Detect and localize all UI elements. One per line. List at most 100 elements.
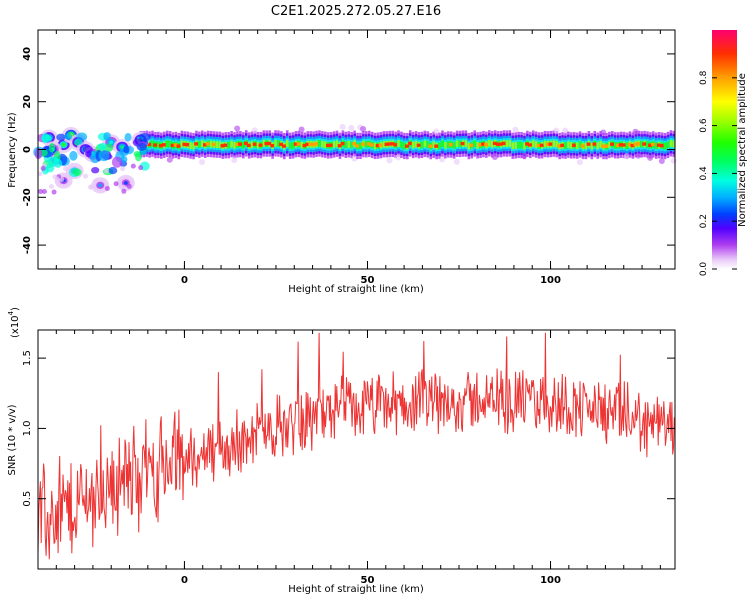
band-cell xyxy=(590,142,594,150)
y-tick-label: 0 xyxy=(22,146,33,153)
band-fringe-cell xyxy=(453,158,460,165)
band-fringe-cell xyxy=(491,154,498,161)
band-peak-cell xyxy=(258,143,264,147)
spectrogram-ticks: 0 50 100 -40 -20 0 20 40 xyxy=(22,30,675,286)
x-tick-label: 50 xyxy=(361,575,375,586)
early-blob xyxy=(123,181,128,185)
early-scatter xyxy=(98,142,107,150)
band-cell xyxy=(218,141,222,149)
early-faint xyxy=(48,184,54,190)
snr-series-line xyxy=(37,332,675,560)
early-blob xyxy=(98,183,103,188)
band-cell xyxy=(165,140,169,148)
band-peak-cell xyxy=(161,143,167,147)
x-tick-label: 50 xyxy=(361,275,375,286)
band-cell xyxy=(452,142,456,149)
early-faint xyxy=(40,165,46,171)
band-cell xyxy=(256,141,260,149)
early-faint xyxy=(113,181,119,187)
band-cell xyxy=(400,141,403,149)
band-peak-cell xyxy=(484,143,489,147)
band-cell xyxy=(654,142,658,149)
band-cell xyxy=(646,141,649,148)
band-peak-cell xyxy=(428,144,433,148)
early-faint xyxy=(63,166,69,172)
band-peak-cell xyxy=(636,142,641,146)
y-tick-label-group: 20 xyxy=(22,95,33,109)
band-peak-cell xyxy=(279,142,284,147)
colorbar-label: Normalized spectral amplitude xyxy=(737,73,748,227)
band-peak-cell xyxy=(448,142,454,147)
band-peak-cell xyxy=(220,144,226,148)
band-cell xyxy=(359,142,362,150)
band-peak-cell xyxy=(627,142,633,147)
band-peak-cell xyxy=(586,142,592,146)
band-peak-cell xyxy=(194,142,199,146)
band-fringe-cell xyxy=(623,153,630,160)
band-peak-cell xyxy=(328,143,334,147)
band-cell xyxy=(300,141,304,149)
band-peak-cell xyxy=(375,143,381,148)
early-blob xyxy=(109,140,114,145)
band-fringe-cell xyxy=(386,157,393,164)
band-fringe-cell xyxy=(348,124,355,131)
colorbar-ticks: 0.0 0.2 0.4 0.6 0.8 xyxy=(699,70,737,276)
band-fringe-cell xyxy=(670,157,677,164)
early-blob xyxy=(61,142,66,147)
band-peak-cell xyxy=(501,141,507,146)
band-peak-cell xyxy=(478,143,483,147)
early-scatter xyxy=(64,133,73,140)
band-cell xyxy=(464,140,468,147)
early-faint xyxy=(120,184,126,190)
colorbar-tick-label-group: 0.8 xyxy=(699,70,709,85)
band-cell xyxy=(373,142,377,150)
band-cell xyxy=(403,142,406,150)
band-cell xyxy=(523,142,526,150)
band-cell xyxy=(552,140,556,147)
band-peak-cell xyxy=(223,143,228,147)
colorbar-tick-label-group: 0.6 xyxy=(699,118,709,133)
early-scatter xyxy=(111,156,123,168)
band-cell xyxy=(508,139,512,147)
early-faint xyxy=(93,178,99,184)
band-peak-cell xyxy=(296,142,302,146)
early-scatter xyxy=(44,163,55,173)
band-peak-cell xyxy=(305,142,310,147)
y-tick-label: -40 xyxy=(22,236,33,254)
early-scatter xyxy=(104,143,114,152)
band-peak-cell xyxy=(147,142,152,147)
band-cell xyxy=(168,140,172,148)
band-peak-cell xyxy=(492,141,498,146)
y-tick-label: 0.5 xyxy=(22,491,33,507)
snr-scale-prefix: (x10 xyxy=(10,315,21,338)
band-cell xyxy=(277,140,280,147)
band-cell xyxy=(233,141,236,149)
band-peak-cell xyxy=(525,142,530,146)
band-cell xyxy=(438,142,441,150)
early-scatter xyxy=(91,166,100,174)
early-scatter xyxy=(76,132,88,141)
early-scatter xyxy=(69,150,78,161)
early-scatter xyxy=(123,145,130,154)
band-peak-cell xyxy=(481,142,486,146)
spectrogram-y-axis-label: Frequency (Hz) xyxy=(7,112,18,188)
band-peak-cell xyxy=(238,142,243,146)
band-peak-cell xyxy=(601,144,606,148)
band-fringe-cell xyxy=(600,129,607,136)
band-cell xyxy=(189,142,192,149)
band-cell xyxy=(531,140,535,147)
colorbar-gradient xyxy=(712,30,737,269)
colorbar-tick-label: 0.4 xyxy=(699,166,709,181)
snr-ticks: 0 50 100 0.5 1.0 1.5 xyxy=(22,330,675,586)
band-cell xyxy=(215,141,219,148)
early-scatter xyxy=(53,158,63,168)
band-peak-cell xyxy=(369,143,375,147)
band-peak-cell xyxy=(434,144,439,148)
band-peak-cell xyxy=(282,144,287,148)
band-cell xyxy=(578,141,582,148)
band-cell xyxy=(318,140,321,147)
band-cell xyxy=(608,141,611,149)
band-peak-cell xyxy=(185,143,190,147)
band-cell xyxy=(426,141,430,148)
